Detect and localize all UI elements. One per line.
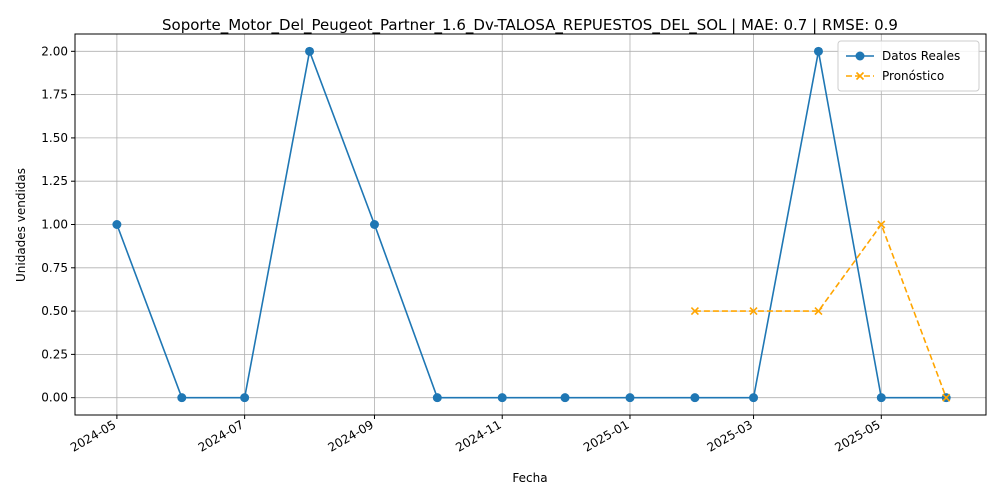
data-point — [625, 393, 635, 403]
legend: Datos Reales Pronóstico — [837, 40, 980, 92]
y-tick-label: 0.75 — [41, 261, 68, 275]
y-tick-label: 1.50 — [41, 131, 68, 145]
y-tick-label: 0.00 — [41, 391, 68, 405]
data-point — [877, 220, 886, 229]
chart-title: Soporte_Motor_Del_Peugeot_Partner_1.6_Dv… — [162, 16, 898, 35]
y-axis-title: Unidades vendidas — [14, 168, 28, 282]
data-point — [876, 393, 886, 403]
data-point — [305, 46, 315, 56]
data-point — [942, 393, 951, 402]
data-point — [240, 393, 250, 403]
legend-label: Pronóstico — [882, 69, 944, 83]
data-point — [814, 307, 823, 316]
data-point — [690, 307, 699, 316]
y-tick-label: 1.75 — [41, 88, 68, 102]
x-tick-label: 2025-03 — [705, 417, 755, 454]
x-tick-label: 2024-05 — [68, 417, 118, 454]
y-tick-label: 2.00 — [41, 44, 68, 58]
x-tick-label: 2024-09 — [326, 417, 376, 454]
data-point — [749, 307, 758, 316]
y-tick-label: 1.00 — [41, 218, 68, 232]
data-point — [690, 393, 700, 403]
legend-marker — [855, 71, 865, 81]
data-point — [749, 393, 759, 403]
y-tick-label: 1.25 — [41, 174, 68, 188]
x-tick-label: 2025-01 — [581, 417, 631, 454]
x-tick-label: 2025-05 — [832, 417, 882, 454]
series-layer — [112, 46, 951, 403]
x-tick-label: 2024-07 — [196, 417, 246, 454]
series-1 — [690, 220, 951, 402]
grid-lines — [75, 34, 986, 415]
x-tick-label: 2024-11 — [453, 417, 503, 454]
series-line — [694, 222, 947, 398]
data-point — [369, 220, 379, 229]
data-point — [112, 220, 122, 229]
legend-label: Datos Reales — [882, 49, 960, 63]
data-point — [497, 393, 507, 403]
data-point — [560, 393, 570, 403]
series-line — [116, 48, 947, 399]
legend-marker — [855, 51, 865, 61]
x-axis-title: Fecha — [512, 471, 547, 485]
y-tick-label: 0.50 — [41, 304, 68, 318]
legend-box — [837, 40, 980, 92]
data-point — [813, 46, 823, 56]
y-tick-label: 0.25 — [41, 347, 68, 361]
data-point — [177, 393, 187, 403]
axis-ticks: 0.00 0.25 0.50 0.75 1.00 1.25 1.50 1.75 2.00 2024… — [41, 44, 883, 454]
data-point — [432, 393, 442, 403]
